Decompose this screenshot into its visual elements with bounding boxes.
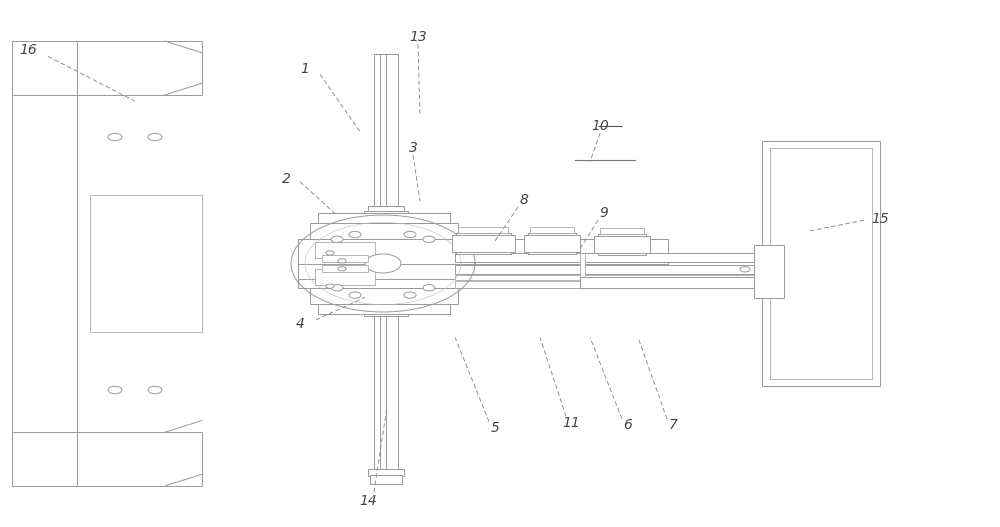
Text: 13: 13 [409, 30, 427, 44]
Text: 6: 6 [624, 418, 632, 432]
Text: 15: 15 [871, 212, 889, 226]
Bar [318, 213, 450, 223]
Circle shape [423, 236, 435, 242]
Bar [598, 234, 646, 255]
Bar [310, 223, 458, 239]
Bar [456, 233, 511, 254]
Bar [524, 235, 580, 252]
Bar [364, 310, 408, 316]
Text: 3: 3 [409, 141, 417, 154]
Bar [594, 236, 650, 253]
Text: 16: 16 [19, 43, 37, 57]
Circle shape [331, 236, 343, 242]
Bar [368, 469, 404, 476]
Text: 11: 11 [562, 416, 580, 430]
Bar [455, 281, 765, 288]
Text: 2: 2 [282, 172, 290, 186]
Bar [12, 41, 77, 486]
Bar [315, 242, 375, 258]
Bar [315, 269, 375, 285]
Bar [760, 248, 778, 295]
Bar [374, 54, 398, 207]
Bar [580, 277, 770, 288]
Circle shape [338, 267, 346, 271]
Circle shape [326, 284, 334, 288]
Bar [455, 253, 770, 262]
Bar [528, 233, 576, 254]
Circle shape [349, 292, 361, 298]
Bar [458, 227, 508, 233]
Bar [370, 475, 402, 484]
Circle shape [349, 231, 361, 238]
Bar [322, 255, 368, 262]
Circle shape [423, 285, 435, 291]
Text: 7: 7 [669, 418, 677, 432]
Bar [770, 148, 872, 379]
Bar [530, 227, 574, 233]
Bar [452, 235, 515, 252]
Circle shape [338, 259, 346, 263]
Circle shape [404, 292, 416, 298]
Text: 1: 1 [301, 62, 309, 75]
Bar [600, 228, 644, 234]
Bar [762, 141, 880, 386]
Text: 14: 14 [359, 494, 377, 508]
Text: 9: 9 [600, 207, 608, 220]
Bar [12, 41, 202, 95]
Circle shape [108, 133, 122, 141]
Bar [364, 211, 408, 217]
Text: 8: 8 [520, 193, 528, 207]
Bar [322, 265, 368, 272]
Text: 10: 10 [591, 120, 609, 133]
Text: 5: 5 [491, 421, 499, 435]
Circle shape [365, 254, 401, 273]
Circle shape [740, 267, 750, 272]
Bar [12, 432, 202, 486]
Circle shape [331, 285, 343, 291]
Circle shape [404, 231, 416, 238]
Bar [754, 245, 784, 298]
Bar [374, 316, 398, 469]
Bar [90, 195, 202, 332]
Bar [580, 253, 585, 288]
Circle shape [326, 251, 334, 255]
Bar [368, 206, 404, 212]
Bar [298, 239, 668, 288]
Bar [318, 304, 450, 314]
Circle shape [108, 386, 122, 394]
Bar [455, 275, 765, 280]
Circle shape [148, 133, 162, 141]
Bar [455, 265, 770, 274]
Circle shape [148, 386, 162, 394]
Bar [310, 288, 458, 304]
Text: 4: 4 [296, 317, 304, 331]
